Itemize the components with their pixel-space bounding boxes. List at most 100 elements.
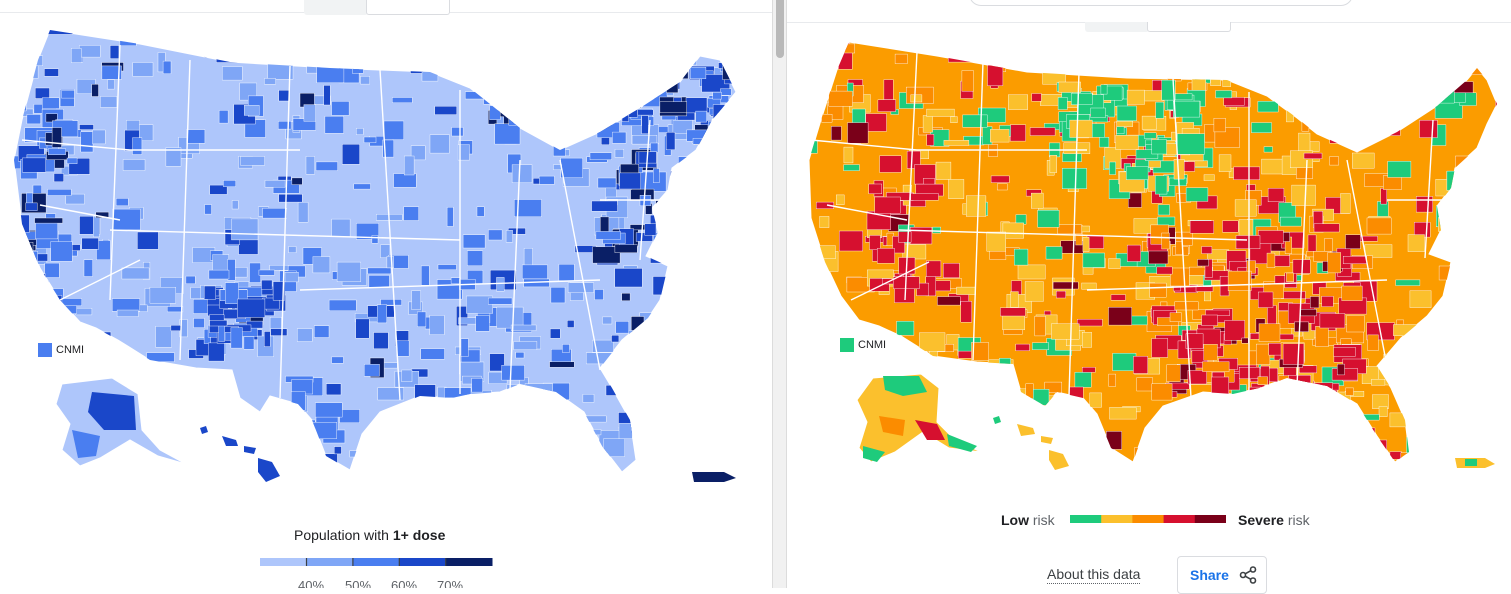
risk-choropleth-map[interactable] — [787, 0, 1511, 500]
county-region[interactable] — [1204, 418, 1214, 429]
county-region[interactable] — [356, 128, 363, 135]
county-region[interactable] — [1258, 395, 1276, 402]
county-region[interactable] — [1225, 448, 1250, 463]
county-region[interactable] — [1264, 147, 1273, 152]
county-region[interactable] — [1496, 97, 1511, 117]
county-region[interactable] — [11, 301, 33, 314]
county-region[interactable] — [19, 303, 39, 320]
county-region[interactable] — [278, 121, 291, 129]
county-region[interactable] — [42, 98, 59, 109]
county-region[interactable] — [620, 173, 641, 189]
county-region[interactable] — [1426, 457, 1438, 466]
county-region[interactable] — [911, 194, 939, 201]
county-region[interactable] — [677, 467, 684, 480]
county-region[interactable] — [707, 420, 734, 437]
county-region[interactable] — [957, 414, 982, 421]
county-region[interactable] — [533, 178, 539, 184]
county-region[interactable] — [54, 306, 77, 314]
county-region[interactable] — [623, 60, 647, 80]
county-region[interactable] — [1249, 387, 1261, 406]
county-region[interactable] — [289, 247, 297, 253]
county-region[interactable] — [313, 257, 330, 273]
county-region[interactable] — [954, 403, 969, 415]
county-region[interactable] — [884, 80, 893, 100]
county-region[interactable] — [707, 245, 718, 259]
county-region[interactable] — [1405, 81, 1421, 91]
county-region[interactable] — [1343, 256, 1367, 264]
county-region[interactable] — [1458, 410, 1472, 425]
county-region[interactable] — [1059, 82, 1081, 93]
county-region[interactable] — [350, 451, 366, 457]
county-region[interactable] — [204, 46, 219, 57]
county-region[interactable] — [895, 54, 907, 64]
county-region[interactable] — [1425, 81, 1441, 102]
county-region[interactable] — [506, 230, 512, 242]
county-region[interactable] — [995, 40, 1021, 45]
county-region[interactable] — [559, 264, 574, 280]
county-region[interactable] — [816, 79, 832, 85]
county-region[interactable] — [949, 179, 964, 198]
county-region[interactable] — [191, 465, 208, 483]
county-region[interactable] — [582, 416, 606, 422]
county-region[interactable] — [829, 44, 855, 53]
panel-scrollbar[interactable] — [772, 0, 787, 588]
county-region[interactable] — [627, 388, 643, 398]
county-region[interactable] — [615, 149, 624, 157]
county-region[interactable] — [530, 61, 556, 68]
county-region[interactable] — [550, 329, 560, 338]
county-region[interactable] — [593, 28, 608, 36]
county-region[interactable] — [820, 216, 829, 227]
county-region[interactable] — [567, 320, 574, 327]
county-region[interactable] — [511, 325, 536, 331]
county-region[interactable] — [502, 365, 525, 380]
county-region[interactable] — [1078, 69, 1096, 75]
county-region[interactable] — [923, 116, 933, 133]
county-region[interactable] — [831, 126, 841, 140]
county-region[interactable] — [713, 92, 722, 99]
county-region[interactable] — [659, 217, 667, 228]
county-region[interactable] — [1063, 153, 1082, 162]
county-region[interactable] — [1325, 423, 1334, 431]
county-region[interactable] — [987, 232, 1006, 251]
county-region[interactable] — [709, 212, 720, 217]
county-region[interactable] — [167, 307, 183, 312]
county-region[interactable] — [1277, 389, 1288, 408]
county-region[interactable] — [718, 239, 736, 257]
county-region[interactable] — [1497, 458, 1511, 475]
county-region[interactable] — [730, 467, 746, 481]
county-region[interactable] — [866, 114, 887, 132]
county-region[interactable] — [724, 135, 748, 144]
county-region[interactable] — [34, 272, 40, 292]
county-region[interactable] — [723, 64, 733, 80]
county-region[interactable] — [1425, 462, 1437, 478]
county-region[interactable] — [997, 184, 1007, 190]
county-region[interactable] — [1416, 197, 1432, 213]
county-region[interactable] — [298, 202, 308, 222]
county-region[interactable] — [264, 332, 270, 347]
county-region[interactable] — [30, 400, 41, 416]
county-region[interactable] — [310, 454, 337, 473]
county-region[interactable] — [927, 109, 955, 116]
county-region[interactable] — [551, 287, 565, 303]
county-region[interactable] — [656, 201, 674, 214]
county-region[interactable] — [451, 278, 460, 284]
county-region[interactable] — [497, 277, 505, 291]
county-region[interactable] — [626, 95, 641, 108]
county-region[interactable] — [1341, 194, 1351, 214]
county-region[interactable] — [1158, 205, 1170, 215]
county-region[interactable] — [1051, 47, 1077, 60]
county-region[interactable] — [292, 178, 302, 185]
county-region[interactable] — [364, 137, 376, 143]
county-region[interactable] — [1026, 384, 1034, 399]
county-region[interactable] — [1417, 334, 1437, 349]
county-region[interactable] — [1144, 133, 1156, 139]
county-region[interactable] — [957, 287, 976, 295]
county-region[interactable] — [1491, 451, 1510, 464]
county-region[interactable] — [1082, 332, 1091, 347]
county-region[interactable] — [1076, 449, 1086, 459]
county-region[interactable] — [325, 116, 344, 133]
county-region[interactable] — [512, 165, 532, 183]
county-region[interactable] — [667, 80, 679, 93]
county-region[interactable] — [1332, 369, 1358, 381]
county-region[interactable] — [297, 329, 312, 342]
